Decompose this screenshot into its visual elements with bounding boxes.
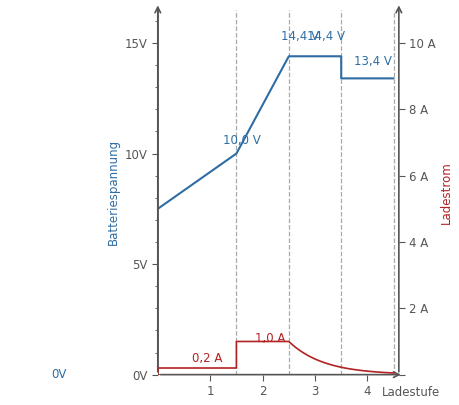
Text: 1,0 A: 1,0 A bbox=[254, 332, 285, 345]
Text: 14,4 V: 14,4 V bbox=[307, 30, 344, 43]
X-axis label: Ladestufe: Ladestufe bbox=[381, 386, 439, 399]
Y-axis label: Batteriespannung: Batteriespannung bbox=[107, 139, 120, 245]
Text: 0V: 0V bbox=[50, 368, 66, 381]
Text: 13,4 V: 13,4 V bbox=[353, 55, 392, 68]
Text: 14,4 V: 14,4 V bbox=[280, 30, 318, 43]
Y-axis label: Ladestrom: Ladestrom bbox=[439, 161, 452, 224]
Text: 10,0 V: 10,0 V bbox=[223, 134, 260, 147]
Text: 0,2 A: 0,2 A bbox=[191, 352, 222, 365]
